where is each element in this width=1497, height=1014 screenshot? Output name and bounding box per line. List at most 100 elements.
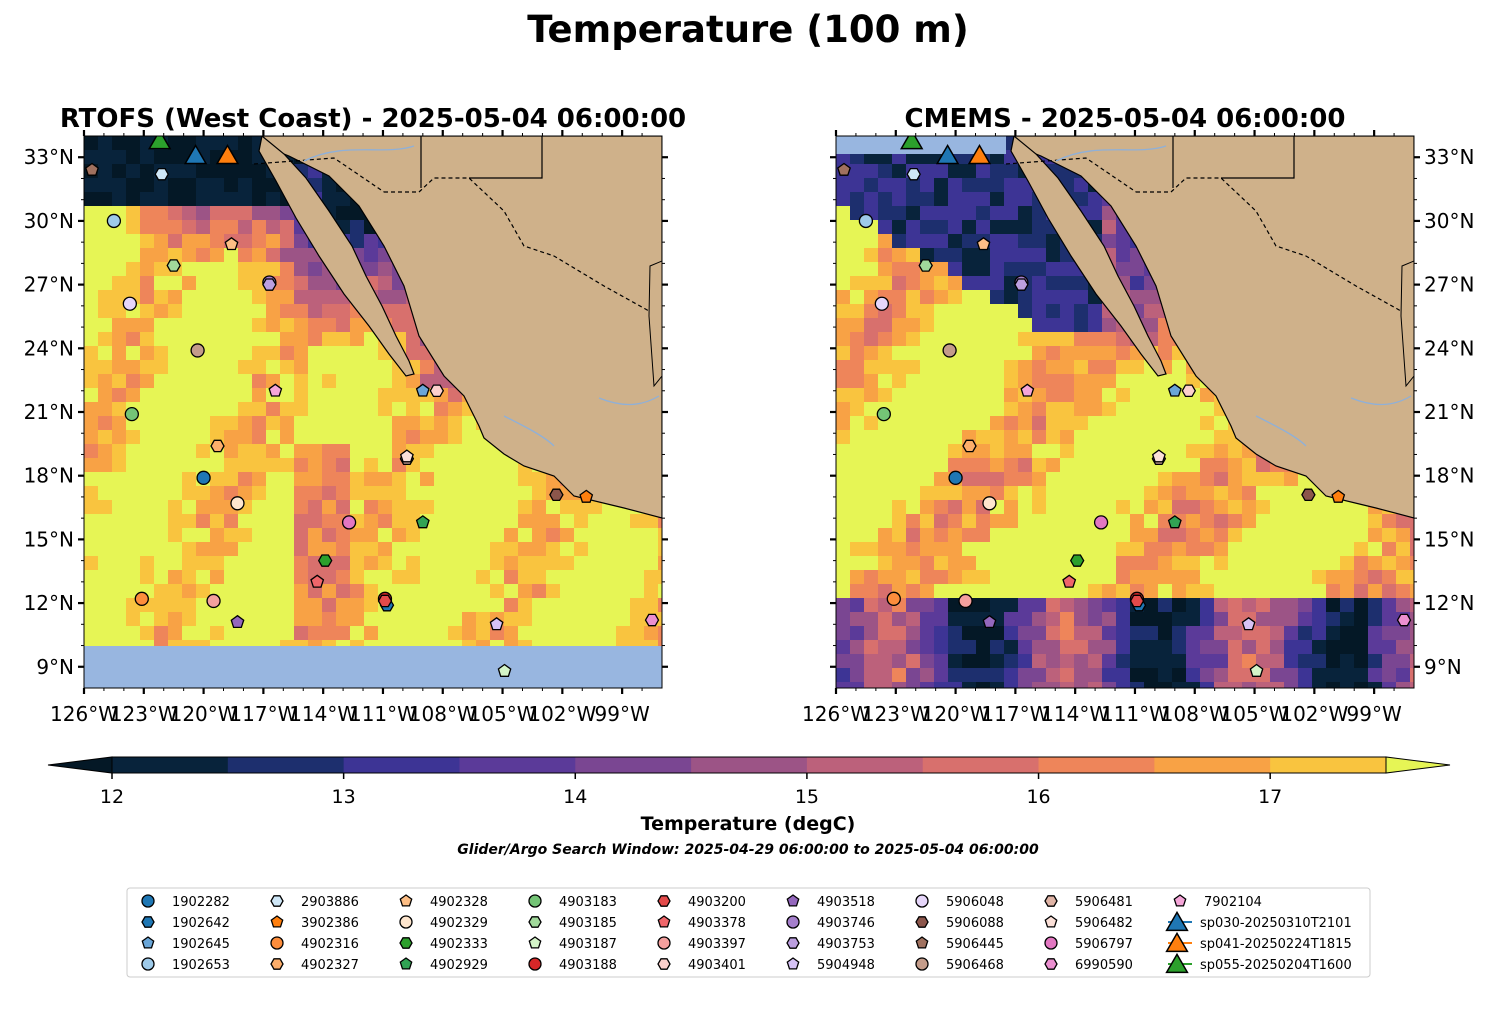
float-5906445 xyxy=(85,162,99,176)
panel-cmems: CMEMS - 2025-05-04 06:00:00 126°W123°W12… xyxy=(802,104,1474,726)
legend-entries: 1902282 1902642 1902645 1902653 2903886 39023… xyxy=(141,894,1352,974)
float-1902653 xyxy=(106,213,122,229)
float-4902316 xyxy=(886,591,901,606)
float-4903200 xyxy=(377,594,393,608)
float-4902929 xyxy=(1167,515,1182,529)
lon-tick-label: 111°W xyxy=(1101,702,1169,726)
float-2903886 xyxy=(154,167,169,181)
lat-tick-label: 18°N xyxy=(1424,464,1474,488)
lon-tick-label: 114°W xyxy=(1041,702,1109,726)
legend-entry-5906797: 5906797 xyxy=(1044,936,1133,952)
lon-tick-label: 117°W xyxy=(981,702,1049,726)
float-4903183 xyxy=(876,406,891,422)
colorbar-segment xyxy=(691,757,808,773)
float-3902386 xyxy=(579,489,594,503)
legend-label: 2903886 xyxy=(301,895,359,910)
colorbar-segment xyxy=(343,757,460,773)
legend-entry-4903183: 4903183 xyxy=(528,894,617,910)
glider-sp041-20250224T1815 xyxy=(967,144,992,165)
lat-tick-label: 21°N xyxy=(1424,400,1474,424)
legend-entry-4903188: 4903188 xyxy=(528,957,617,973)
lon-tick-label: 102°W xyxy=(1280,702,1348,726)
lat-tick-label: 27°N xyxy=(1424,273,1474,297)
float-4903200 xyxy=(1129,594,1145,608)
legend-frame xyxy=(126,887,1371,978)
colorbar-segment xyxy=(806,757,924,773)
float-5906088 xyxy=(1301,488,1316,502)
lat-tick-label: 21°N xyxy=(24,400,74,424)
figure-title: Temperature (100 m) xyxy=(527,8,969,51)
legend-entry-4903753: 4903753 xyxy=(786,937,875,952)
float-4903401 xyxy=(1181,384,1197,398)
axis-ticks: 126°W123°W120°W117°W114°W111°W108°W105°W… xyxy=(802,130,1474,726)
legend-entry-1902642: 1902642 xyxy=(141,916,230,931)
lat-tick-label: 24°N xyxy=(1424,336,1474,360)
colorbar-tick-label: 12 xyxy=(100,786,124,808)
legend-entry-4903378: 4903378 xyxy=(657,915,746,931)
float-4902929 xyxy=(415,515,430,529)
colorbar-segment xyxy=(1270,757,1387,773)
legend-entry-6990590: 6990590 xyxy=(1044,958,1133,973)
lon-tick-label: 102°W xyxy=(528,702,596,726)
legend-label: sp055-20250204T1600 xyxy=(1200,958,1352,973)
float-1902645 xyxy=(1167,383,1182,397)
axis-ticks: 126°W123°W120°W117°W114°W111°W108°W105°W… xyxy=(24,130,668,726)
float-4903401 xyxy=(429,384,445,398)
political-borders xyxy=(253,136,660,447)
float-5906482 xyxy=(399,449,414,463)
lon-tick-label: 105°W xyxy=(1221,702,1289,726)
float-5906482 xyxy=(1151,449,1166,463)
legend-label: 5906481 xyxy=(1075,895,1133,910)
legend-label: sp030-20250310T2101 xyxy=(1200,916,1352,931)
temperature-field-cmems xyxy=(836,136,1414,688)
colorbar-segment xyxy=(112,757,229,773)
lon-tick-label: 126°W xyxy=(50,702,118,726)
float-5906797 xyxy=(341,515,357,530)
colorbar-segment xyxy=(459,757,576,773)
legend-label: 1902282 xyxy=(172,895,230,910)
legend-label: sp041-20250224T1815 xyxy=(1200,937,1352,952)
legend-label: 4903401 xyxy=(688,958,746,973)
legend-entry-5904948: 5904948 xyxy=(786,957,875,973)
legend-entry-4903397: 4903397 xyxy=(657,936,746,952)
lon-tick-label: 105°W xyxy=(469,702,537,726)
float-4903378 xyxy=(310,574,325,588)
lat-tick-label: 33°N xyxy=(24,145,74,169)
land-mexico xyxy=(261,136,662,519)
legend-label: 4903187 xyxy=(559,937,617,952)
float-markers xyxy=(85,136,660,677)
float-7902104 xyxy=(268,383,283,397)
glider-sp030-20250310T2101 xyxy=(183,144,208,165)
legend-entry-5906482: 5906482 xyxy=(1044,915,1133,931)
legend-label: 4902333 xyxy=(430,937,488,952)
legend-label: 4903746 xyxy=(817,916,875,931)
lat-tick-label: 9°N xyxy=(1424,655,1462,679)
lat-tick-label: 9°N xyxy=(36,655,74,679)
land-mexico xyxy=(1013,136,1414,519)
legend-label: 6990590 xyxy=(1075,958,1133,973)
float-4902316 xyxy=(134,591,149,606)
float-4902328 xyxy=(976,236,991,251)
legend-label: 4902328 xyxy=(430,895,488,910)
lat-tick-label: 18°N xyxy=(24,464,74,488)
float-4903518 xyxy=(982,614,997,629)
legend-label: 4903183 xyxy=(559,895,617,910)
float-4902327 xyxy=(962,439,977,453)
float-markers xyxy=(837,136,1412,677)
float-4903378 xyxy=(1062,574,1077,588)
float-6990590 xyxy=(644,613,660,627)
legend-entry-3902386: 3902386 xyxy=(270,915,359,931)
colorbar-segment xyxy=(575,757,692,773)
float-6990590 xyxy=(1396,613,1412,627)
lon-tick-label: 126°W xyxy=(802,702,870,726)
colorbar-segment xyxy=(227,757,345,773)
float-4903185 xyxy=(166,259,181,272)
legend-entry-sp030-20250310T2101: sp030-20250310T2101 xyxy=(1165,910,1352,932)
lat-tick-label: 15°N xyxy=(24,527,74,551)
legend-entry-4902329: 4902329 xyxy=(399,915,488,931)
legend-label: 1902642 xyxy=(172,916,230,931)
float-5906048 xyxy=(122,296,137,311)
float-5906048 xyxy=(874,296,889,311)
lon-tick-label: 123°W xyxy=(110,702,178,726)
